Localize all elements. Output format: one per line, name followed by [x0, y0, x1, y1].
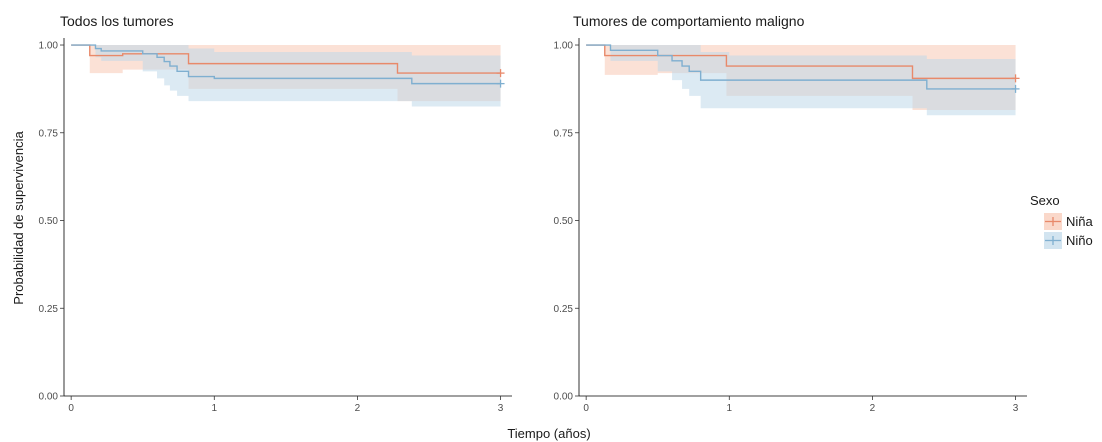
panel-all-tumors: Todos los tumores 0.00 0.25 0.50 0.75 1.00 0 1 2…	[39, 13, 512, 414]
x-tick-label: 3	[1013, 403, 1019, 414]
ci-band-nino	[71, 45, 501, 107]
y-tick-label: 1.00	[39, 41, 59, 52]
x-tick-label: 0	[68, 403, 74, 414]
y-axis-title: Probabilidad de supervivencia	[11, 131, 26, 305]
y-tick-label: 0.75	[554, 128, 574, 139]
panel-title: Tumores de comportamiento maligno	[573, 13, 805, 29]
x-tick-label: 1	[212, 403, 218, 414]
x-tick-label: 2	[870, 403, 876, 414]
y-tick-label: 0.25	[39, 304, 59, 315]
y-tick-label: 0.25	[554, 304, 574, 315]
x-tick-label: 3	[498, 403, 504, 414]
x-axis-title: Tiempo (años)	[507, 426, 590, 441]
panel-malignant-tumors: Tumores de comportamiento maligno 0.00 0.2…	[554, 13, 1027, 414]
y-tick-label: 0.50	[554, 216, 574, 227]
legend-label-nina: Niña	[1066, 214, 1094, 229]
legend: Sexo Niña Niño	[1030, 193, 1094, 249]
legend-label-nino: Niño	[1066, 233, 1093, 248]
y-tick-label: 1.00	[554, 41, 574, 52]
y-tick-label: 0.75	[39, 128, 59, 139]
x-tick-label: 1	[727, 403, 733, 414]
y-tick-label: 0.50	[39, 216, 59, 227]
survival-line-nina	[586, 44, 1016, 80]
y-tick-label: 0.00	[554, 392, 574, 403]
legend-item-nino: Niño	[1044, 232, 1093, 249]
x-tick-label: 0	[583, 403, 589, 414]
survival-line-nino	[71, 44, 501, 85]
x-tick-label: 2	[355, 403, 361, 414]
y-tick-label: 0.00	[39, 392, 59, 403]
legend-item-nina: Niña	[1044, 213, 1094, 230]
legend-title: Sexo	[1030, 193, 1060, 208]
survival-line-nino	[586, 44, 1016, 90]
panel-title: Todos los tumores	[60, 13, 174, 29]
